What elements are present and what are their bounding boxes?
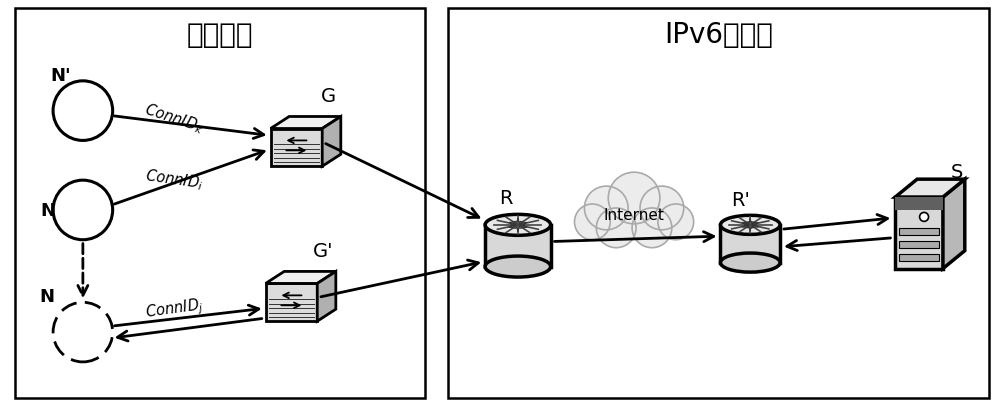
Circle shape <box>608 173 660 224</box>
Circle shape <box>640 187 684 230</box>
Circle shape <box>53 181 113 240</box>
Circle shape <box>596 209 636 248</box>
Text: N: N <box>40 288 55 306</box>
Text: S: S <box>951 162 963 181</box>
Text: N: N <box>41 201 56 220</box>
Bar <box>899 254 939 261</box>
Ellipse shape <box>720 254 780 273</box>
Bar <box>895 198 943 211</box>
Text: IPv6互联网: IPv6互联网 <box>664 21 773 49</box>
Polygon shape <box>943 180 965 269</box>
Ellipse shape <box>485 215 551 236</box>
Polygon shape <box>322 117 341 167</box>
Text: Internet: Internet <box>604 208 665 223</box>
Ellipse shape <box>485 256 551 277</box>
Polygon shape <box>271 129 322 167</box>
Ellipse shape <box>720 216 780 235</box>
Circle shape <box>658 205 694 240</box>
Text: N': N' <box>51 67 71 85</box>
Circle shape <box>53 303 113 362</box>
Text: G: G <box>321 87 336 106</box>
Bar <box>899 228 939 235</box>
Polygon shape <box>895 180 965 198</box>
Polygon shape <box>485 225 551 267</box>
Text: R: R <box>499 188 513 207</box>
Bar <box>899 241 939 248</box>
Text: $\mathit{ConnID}_i$: $\mathit{ConnID}_i$ <box>144 166 204 193</box>
Bar <box>895 198 943 269</box>
Text: $\mathit{ConnID}_k$: $\mathit{ConnID}_k$ <box>142 100 206 136</box>
Polygon shape <box>317 272 336 322</box>
Circle shape <box>920 213 929 222</box>
Polygon shape <box>266 284 317 322</box>
Bar <box>448 9 989 398</box>
Circle shape <box>53 82 113 141</box>
Text: $\mathit{ConnID}_j$: $\mathit{ConnID}_j$ <box>144 294 204 323</box>
Circle shape <box>574 205 610 240</box>
Polygon shape <box>720 225 780 263</box>
Text: 物联子网: 物联子网 <box>187 21 253 49</box>
Polygon shape <box>266 272 336 284</box>
Circle shape <box>584 187 628 230</box>
Text: R': R' <box>731 190 750 209</box>
Text: G': G' <box>313 241 333 260</box>
Bar <box>15 9 425 398</box>
Circle shape <box>632 209 672 248</box>
Polygon shape <box>271 117 341 129</box>
